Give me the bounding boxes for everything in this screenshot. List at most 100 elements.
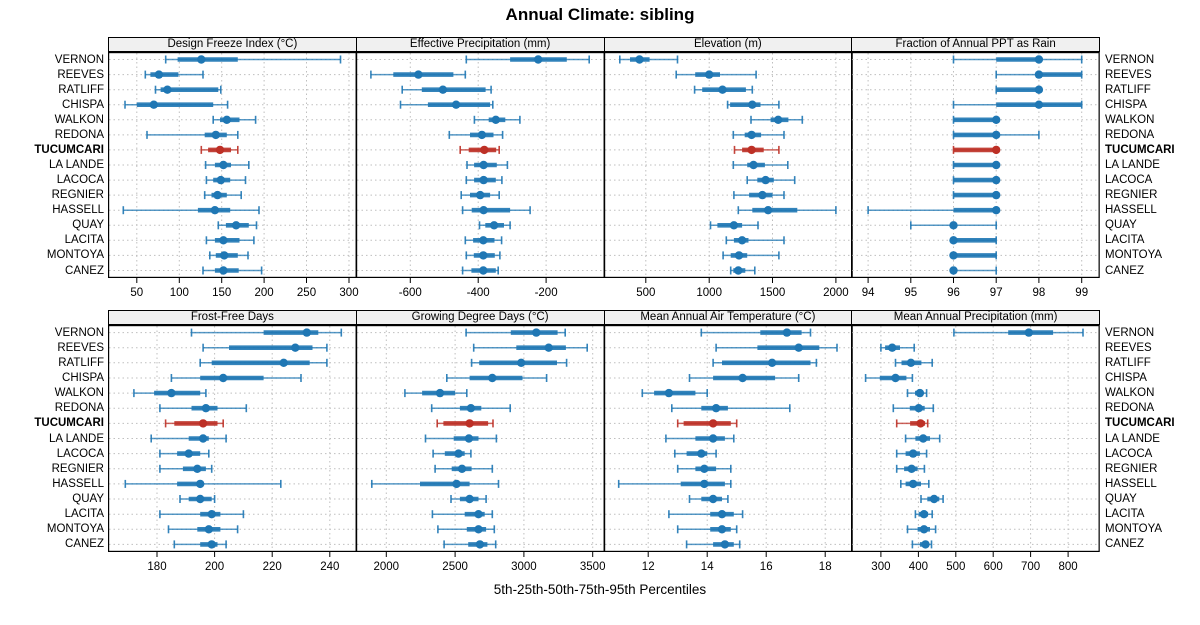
station-label-left-regnier: REGNIER	[51, 189, 104, 202]
interval-ratliff	[995, 85, 1044, 94]
interval-vernon	[618, 55, 678, 64]
interval-la-lande	[952, 160, 1001, 170]
interval-ratliff	[401, 85, 492, 94]
interval-quay	[688, 494, 729, 504]
station-label-left-chispa: CHISPA	[62, 372, 104, 384]
percentiles-caption: 5th-25th-50th-75th-95th Percentiles	[493, 582, 707, 597]
interval-hassell	[124, 479, 282, 489]
interval-la-lande	[905, 434, 941, 443]
interval-chispa	[399, 100, 494, 109]
interval-lacita	[667, 510, 743, 519]
interval-ratliff	[711, 358, 817, 367]
panel-mean-annual-air-temperature-c: 12 14 16 18	[603, 325, 853, 573]
interval-la-lande	[732, 160, 789, 170]
interval-tucumcari	[733, 145, 780, 155]
station-label-left-montoya: MONTOYA	[46, 523, 104, 536]
interval-redona	[159, 404, 248, 413]
interval-vernon	[164, 55, 342, 64]
interval-lacoca	[745, 175, 795, 185]
interval-tucumcari	[676, 419, 737, 428]
station-label-right-tucumcari: TUCUMCARI	[1105, 143, 1175, 156]
interval-chispa	[688, 373, 799, 383]
station-label-right-canez: CANEZ	[1105, 538, 1144, 551]
station-label-right-quay: QUAY	[1105, 493, 1137, 505]
station-label-left-tucumcari: TUCUMCARI	[34, 417, 104, 430]
interval-vernon	[465, 55, 590, 64]
interval-redona	[430, 404, 511, 413]
interval-tucumcari	[436, 419, 494, 428]
station-label-right-lacoca: LACOCA	[1105, 447, 1153, 460]
station-label-left-chispa: CHISPA	[62, 98, 104, 111]
station-label-left-quay: QUAY	[72, 493, 104, 505]
interval-quay	[910, 221, 998, 230]
interval-chispa	[952, 100, 1083, 109]
interval-reeves	[144, 70, 204, 79]
interval-quay	[179, 494, 216, 504]
axis-tick-label: 150	[212, 287, 231, 299]
interval-ratliff	[154, 85, 222, 94]
interval-lacita	[725, 236, 785, 245]
interval-tucumcari	[459, 145, 500, 155]
panel-strip-growing-degree-days-c: Growing Degree Days (°C)	[355, 310, 605, 325]
axis-tick-label: 200	[255, 287, 274, 299]
interval-reeves	[674, 70, 757, 79]
axis-tick-label: 1500	[759, 287, 785, 299]
interval-regnier	[203, 190, 242, 200]
axis-tick-label: 3500	[580, 561, 606, 573]
station-label-left-vernon: VERNON	[54, 326, 104, 339]
station-label-right-redona: REDONA	[1105, 128, 1155, 141]
interval-canez	[202, 266, 263, 275]
interval-la-lande	[664, 434, 735, 443]
panel-strip-fraction-of-annual-ppt-as-rain: Fraction of Annual PPT as Rain	[851, 37, 1100, 52]
axis-tick-label: 94	[862, 287, 875, 299]
interval-chispa	[726, 100, 780, 109]
interval-ratliff	[470, 358, 568, 367]
panel-frost-free-days: 180 200 220 240	[108, 325, 357, 573]
axis-tick-label: -600	[399, 287, 422, 299]
interval-walkon	[473, 115, 521, 124]
axis-tick-label: 99	[1076, 287, 1089, 299]
axis-tick-label: 100	[170, 287, 189, 299]
interval-quay	[478, 221, 511, 230]
interval-walkon	[749, 115, 803, 124]
station-label-left-canez: CANEZ	[65, 264, 104, 277]
station-label-right-montoya: MONTOYA	[1105, 523, 1163, 536]
interval-la-lande	[465, 160, 508, 170]
axis-tick-label: 98	[1033, 287, 1046, 299]
interval-tucumcari	[952, 145, 1001, 155]
interval-reeves	[369, 70, 466, 79]
panel-strip-effective-precipitation-mm: Effective Precipitation (mm)	[355, 37, 605, 52]
interval-quay	[709, 221, 759, 230]
interval-regnier	[952, 190, 1001, 200]
interval-montoya	[721, 251, 780, 260]
interval-lacoca	[465, 175, 503, 185]
interval-lacita	[431, 510, 493, 519]
interval-reeves	[880, 343, 916, 352]
axis-tick-label: 500	[946, 561, 965, 573]
interval-vernon	[190, 328, 343, 337]
panel-fraction-of-annual-ppt-as-rain: 94 95 96 97 98 99	[851, 52, 1101, 299]
axis-tick-label: 96	[947, 287, 960, 299]
station-label-left-redona: REDONA	[54, 402, 104, 415]
station-label-right-quay: QUAY	[1105, 219, 1137, 232]
interval-regnier	[159, 464, 213, 473]
panel-strip-elevation-m: Elevation (m)	[603, 37, 853, 52]
interval-quay	[217, 221, 258, 230]
interval-montoya	[949, 251, 998, 260]
interval-lacita	[464, 236, 503, 245]
axis-tick-label: 97	[990, 287, 1003, 299]
axis-tick-label: -200	[534, 287, 557, 299]
axis-tick-label: 3000	[511, 561, 537, 573]
axis-tick-label: -400	[466, 287, 489, 299]
station-label-right-walkon: WALKON	[1105, 387, 1155, 400]
station-label-left-lacita: LACITA	[64, 508, 104, 521]
station-label-left-montoya: MONTOYA	[46, 249, 104, 262]
interval-montoya	[167, 525, 239, 534]
interval-hassell	[370, 479, 500, 489]
station-label-left-walkon: WALKON	[54, 387, 104, 400]
axis-tick-label: 220	[263, 561, 282, 573]
interval-redona	[892, 404, 935, 413]
station-label-right-walkon: WALKON	[1105, 113, 1155, 126]
axis-tick-label: 800	[1059, 561, 1078, 573]
